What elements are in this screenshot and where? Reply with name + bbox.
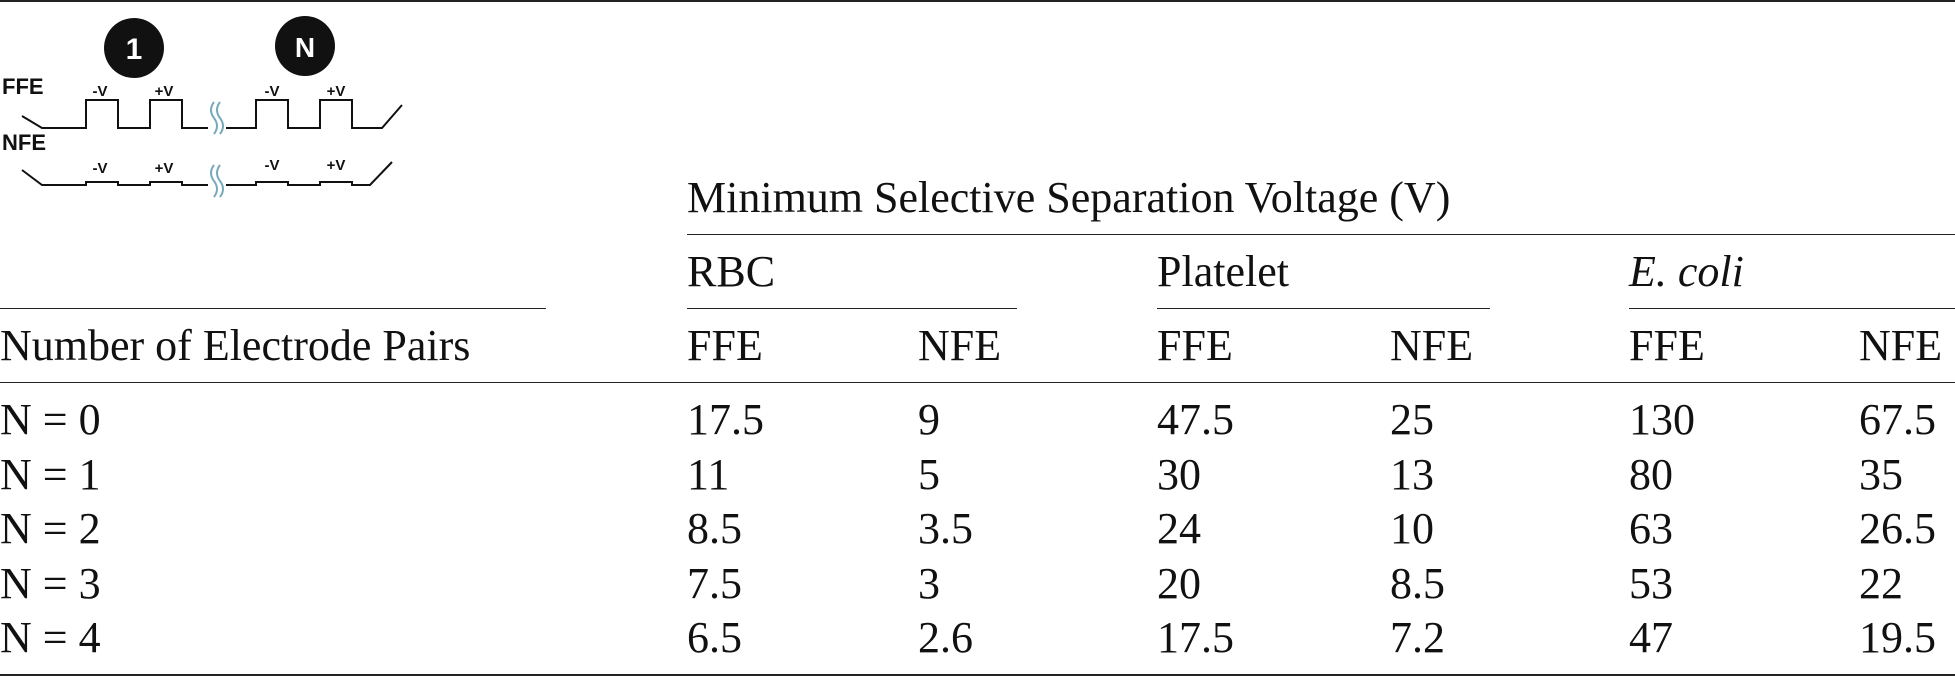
- row-header: Number of Electrode Pairs: [0, 321, 471, 370]
- subheader-platelet-ffe: FFE: [1157, 321, 1233, 370]
- ffe-label: FFE: [2, 74, 44, 99]
- svg-text:-V: -V: [93, 83, 108, 100]
- row-label: N = 0: [0, 395, 101, 444]
- svg-text:N: N: [295, 32, 315, 63]
- cell: 24: [1157, 504, 1201, 553]
- cell: 53: [1629, 559, 1673, 608]
- cell: 11: [687, 450, 730, 499]
- cell: 26.5: [1859, 504, 1936, 553]
- ecoli-group-rule: [1629, 308, 1955, 309]
- cell: 63: [1629, 504, 1673, 553]
- cell: 10: [1390, 504, 1434, 553]
- super-header: Minimum Selective Separation Voltage (V): [687, 173, 1451, 222]
- group-header-ecoli: E. coli: [1629, 247, 1744, 296]
- cell: 5: [918, 450, 940, 499]
- row-label: N = 3: [0, 559, 101, 608]
- cell: 13: [1390, 450, 1434, 499]
- svg-text:-V: -V: [265, 157, 280, 174]
- cell: 80: [1629, 450, 1673, 499]
- nfe-label: NFE: [2, 130, 46, 155]
- cell: 3.5: [918, 504, 973, 553]
- row-header-rule: [0, 308, 546, 309]
- electrode-schematic: 1 N FFE NFE -V +V -V +V -V +V -V +V: [2, 16, 403, 198]
- cell: 17.5: [687, 395, 764, 444]
- nfe-waveform-left: [21, 169, 208, 186]
- cell: 17.5: [1157, 613, 1234, 662]
- cell: 7.5: [687, 559, 742, 608]
- platelet-group-rule: [1157, 308, 1490, 309]
- svg-text:+V: +V: [155, 160, 174, 177]
- rbc-group-rule: [687, 308, 1017, 309]
- super-header-rule: [687, 234, 1955, 235]
- cell: 3: [918, 559, 940, 608]
- cell: 30: [1157, 450, 1201, 499]
- svg-text:-V: -V: [265, 83, 280, 100]
- cell: 19.5: [1859, 613, 1936, 662]
- break-mark-ffe: [210, 101, 224, 135]
- svg-text:-V: -V: [93, 160, 108, 177]
- bottom-rule: [0, 674, 1955, 676]
- svg-text:+V: +V: [327, 83, 346, 100]
- top-rule: [0, 0, 1955, 2]
- cell: 8.5: [687, 504, 742, 553]
- circle-1: 1: [104, 18, 164, 78]
- cell: 47.5: [1157, 395, 1234, 444]
- row-label: N = 4: [0, 613, 101, 662]
- break-mark-nfe: [210, 164, 224, 198]
- svg-text:1: 1: [126, 33, 143, 66]
- svg-text:+V: +V: [155, 83, 174, 100]
- circle-n: N: [275, 16, 335, 76]
- cell: 22: [1859, 559, 1903, 608]
- header-bottom-rule: [0, 382, 1955, 383]
- cell: 7.2: [1390, 613, 1445, 662]
- ffe-waveform-left: [21, 99, 208, 129]
- cell: 47: [1629, 613, 1673, 662]
- ffe-waveform-right: [226, 99, 403, 129]
- cell: 8.5: [1390, 559, 1445, 608]
- cell: 9: [918, 395, 940, 444]
- svg-text:+V: +V: [327, 157, 346, 174]
- group-header-platelet: Platelet: [1157, 247, 1289, 296]
- cell: 25: [1390, 395, 1434, 444]
- row-label: N = 2: [0, 504, 101, 553]
- cell: 35: [1859, 450, 1903, 499]
- group-header-rbc: RBC: [687, 247, 776, 296]
- nfe-waveform-right: [226, 161, 393, 186]
- cell: 130: [1629, 395, 1695, 444]
- cell: 6.5: [687, 613, 742, 662]
- cell: 2.6: [918, 613, 973, 662]
- cell: 20: [1157, 559, 1201, 608]
- subheader-rbc-ffe: FFE: [687, 321, 763, 370]
- subheader-ecoli-nfe: NFE: [1859, 321, 1943, 370]
- subheader-platelet-nfe: NFE: [1390, 321, 1474, 370]
- row-label: N = 1: [0, 450, 101, 499]
- subheader-ecoli-ffe: FFE: [1629, 321, 1705, 370]
- cell: 67.5: [1859, 395, 1936, 444]
- subheader-rbc-nfe: NFE: [918, 321, 1002, 370]
